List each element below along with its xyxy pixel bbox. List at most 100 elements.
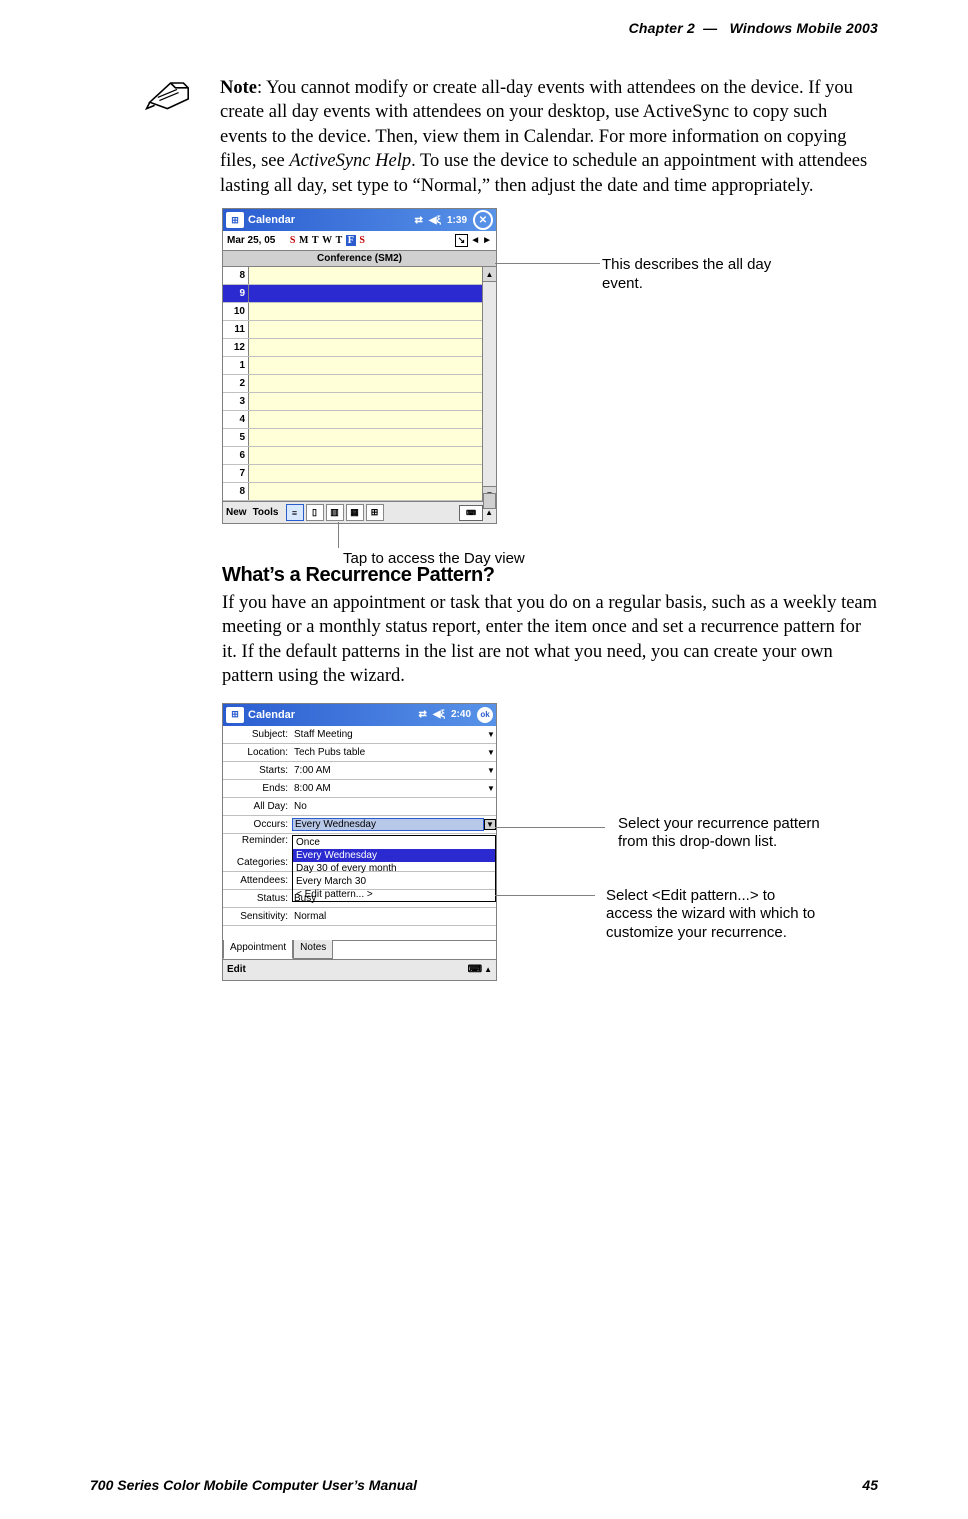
field-sensitivity: Sensitivity: Normal bbox=[223, 908, 496, 926]
dropdown-option[interactable]: Once bbox=[293, 836, 495, 849]
next-arrow[interactable]: ► bbox=[482, 235, 492, 246]
callout-line bbox=[495, 895, 595, 896]
app-title: Calendar bbox=[248, 214, 295, 226]
hour-grid: 8 9 10 11 12 1 2 3 4 5 6 7 8 ▲ bbox=[223, 267, 496, 501]
field-ends: Ends: 8:00 AM ▼ bbox=[223, 780, 496, 798]
today-button[interactable]: ↘ bbox=[455, 234, 469, 247]
allday-event-bar[interactable]: Conference (SM2) bbox=[223, 251, 496, 267]
week-view-icon[interactable]: ▥ bbox=[326, 504, 344, 521]
hour-cell[interactable] bbox=[249, 321, 482, 338]
starts-label: Starts: bbox=[223, 765, 292, 776]
hour-cell[interactable] bbox=[249, 393, 482, 410]
location-input[interactable]: Tech Pubs table bbox=[292, 747, 486, 758]
ok-button[interactable]: ok bbox=[477, 707, 493, 723]
subject-input[interactable]: Staff Meeting bbox=[292, 729, 486, 740]
edit-bar: Edit ⌨ ▲ bbox=[223, 959, 496, 980]
hour-label: 3 bbox=[223, 393, 249, 410]
tab-notes[interactable]: Notes bbox=[293, 940, 333, 959]
hour-label: 10 bbox=[223, 303, 249, 320]
dropdown-icon[interactable]: ▼ bbox=[486, 730, 496, 739]
edit-button[interactable]: Edit bbox=[227, 964, 246, 975]
note-icon bbox=[145, 78, 200, 117]
page-header: Chapter 2 — Windows Mobile 2003 bbox=[90, 20, 878, 36]
dropdown-icon[interactable]: ▼ bbox=[484, 819, 496, 830]
hour-cell[interactable] bbox=[249, 429, 482, 446]
hour-label: 7 bbox=[223, 465, 249, 482]
hour-cell[interactable] bbox=[249, 285, 482, 302]
new-button[interactable]: New bbox=[226, 507, 247, 518]
callout-editpattern: Select <Edit pattern...> to access the w… bbox=[606, 887, 826, 943]
dropdown-option[interactable]: Every March 30 bbox=[293, 875, 495, 888]
hour-cell[interactable] bbox=[249, 339, 482, 356]
hour-cell[interactable] bbox=[249, 375, 482, 392]
field-occurs: Occurs: Every Wednesday ▼ bbox=[223, 816, 496, 834]
scrollbar[interactable]: ▲ ▼ bbox=[482, 267, 496, 501]
pda-titlebar: ⊞ Calendar ⇄ ◀ξ 1:39 ✕ bbox=[223, 209, 496, 231]
hour-label: 8 bbox=[223, 267, 249, 284]
connectivity-icon[interactable]: ⇄ bbox=[414, 215, 422, 226]
dropdown-option[interactable]: Every Wednesday bbox=[293, 849, 495, 862]
hour-cell[interactable] bbox=[249, 483, 482, 500]
hour-cell[interactable] bbox=[249, 411, 482, 428]
agenda-view-icon[interactable]: ≡ bbox=[286, 504, 304, 521]
hour-cell[interactable] bbox=[249, 357, 482, 374]
volume-icon[interactable]: ◀ξ bbox=[429, 215, 441, 226]
dropdown-icon[interactable]: ▼ bbox=[486, 766, 496, 775]
year-view-icon[interactable]: ⊞ bbox=[366, 504, 384, 521]
hour-cell[interactable] bbox=[249, 267, 482, 284]
allday-label: All Day: bbox=[223, 801, 292, 812]
date-nav-row: Mar 25, 05 S M T W T F S ↘ ◄ ► bbox=[223, 231, 496, 251]
tab-appointment[interactable]: Appointment bbox=[223, 940, 293, 959]
dropdown-icon[interactable]: ▼ bbox=[486, 748, 496, 757]
occurs-dropdown-list[interactable]: Once Every Wednesday Day 30 of every mon… bbox=[292, 835, 496, 902]
callout-line bbox=[495, 827, 605, 828]
status-label: Status: bbox=[223, 893, 292, 904]
pda-titlebar: ⊞ Calendar ⇄ ◀ξ 2:40 ok bbox=[223, 704, 496, 726]
dropdown-icon[interactable]: ▼ bbox=[486, 784, 496, 793]
keyboard-icon[interactable]: ⌨ bbox=[468, 964, 482, 975]
clock-text: 2:40 bbox=[451, 709, 471, 720]
scroll-up-icon[interactable]: ▲ bbox=[483, 267, 496, 282]
day-view-icon[interactable]: ▯ bbox=[306, 504, 324, 521]
clock-text: 1:39 bbox=[447, 215, 467, 226]
hour-label: 6 bbox=[223, 447, 249, 464]
note-label: Note bbox=[220, 78, 257, 98]
prev-arrow[interactable]: ◄ bbox=[470, 235, 480, 246]
hour-cell[interactable] bbox=[249, 447, 482, 464]
page-footer: 700 Series Color Mobile Computer User’s … bbox=[90, 1477, 878, 1493]
allday-input[interactable]: No bbox=[292, 801, 496, 812]
start-icon[interactable]: ⊞ bbox=[226, 707, 244, 723]
connectivity-icon[interactable]: ⇄ bbox=[418, 709, 426, 720]
starts-input[interactable]: 7:00 AM bbox=[292, 765, 486, 776]
dropdown-option[interactable]: Day 30 of every month bbox=[293, 862, 495, 875]
status-input[interactable]: Busy bbox=[292, 893, 496, 904]
scroll-thumb[interactable] bbox=[483, 493, 496, 509]
callout-dropdown: Select your recurrence pattern from this… bbox=[618, 815, 838, 853]
month-view-icon[interactable]: ▦ bbox=[346, 504, 364, 521]
callout-vline bbox=[338, 522, 339, 548]
start-icon[interactable]: ⊞ bbox=[226, 212, 244, 228]
close-button[interactable]: ✕ bbox=[473, 210, 493, 230]
volume-icon[interactable]: ◀ξ bbox=[433, 709, 445, 720]
hour-cell[interactable] bbox=[249, 465, 482, 482]
field-subject: Subject: Staff Meeting ▼ bbox=[223, 726, 496, 744]
tools-button[interactable]: Tools bbox=[253, 507, 279, 518]
sip-arrow-icon[interactable]: ▲ bbox=[485, 508, 493, 517]
sip-arrow-icon[interactable]: ▲ bbox=[484, 965, 492, 974]
chapter-label: Chapter bbox=[629, 20, 683, 36]
occurs-input[interactable]: Every Wednesday bbox=[292, 818, 484, 831]
hour-label: 1 bbox=[223, 357, 249, 374]
hour-label: 9 bbox=[223, 285, 249, 302]
date-nav-arrows[interactable]: ↘ ◄ ► bbox=[455, 234, 492, 247]
subject-label: Subject: bbox=[223, 729, 292, 740]
header-product: Windows Mobile 2003 bbox=[730, 20, 878, 36]
field-status: Status: Busy bbox=[223, 890, 496, 908]
sensitivity-input[interactable]: Normal bbox=[292, 911, 496, 922]
section-body: If you have an appointment or task that … bbox=[222, 591, 878, 689]
hour-cell[interactable] bbox=[249, 303, 482, 320]
weekday-selector[interactable]: S M T W T F S bbox=[289, 235, 365, 246]
ends-input[interactable]: 8:00 AM bbox=[292, 783, 486, 794]
keyboard-icon[interactable]: ⌨ bbox=[459, 505, 483, 521]
reminder-label: Reminder: bbox=[223, 835, 292, 846]
ends-label: Ends: bbox=[223, 783, 292, 794]
